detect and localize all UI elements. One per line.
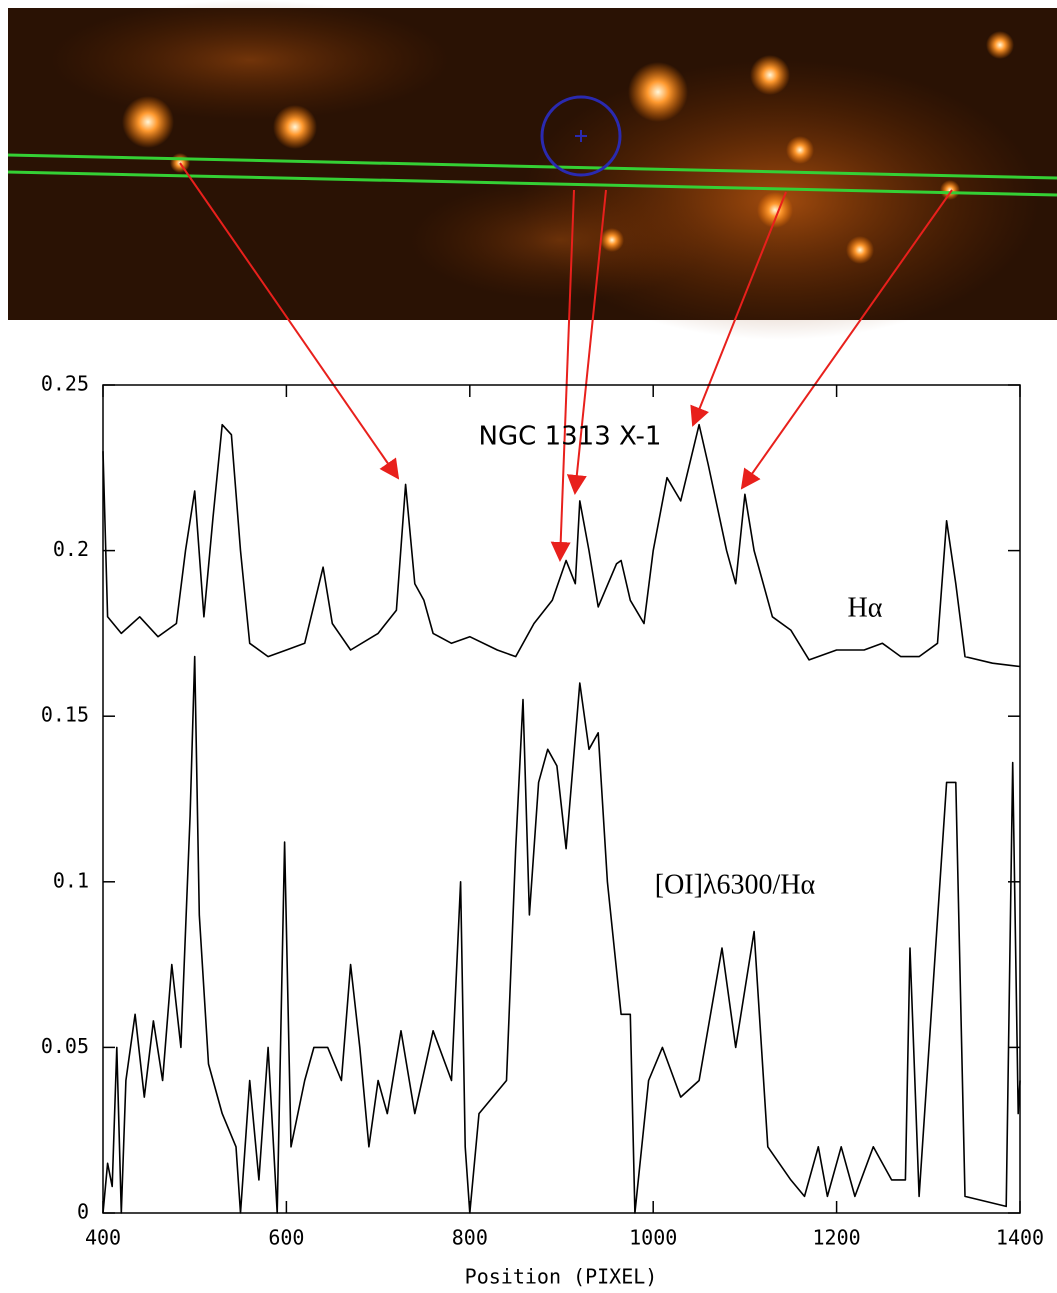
- sky-image: [7, 0, 1057, 340]
- chart-title: NGC 1313 X-1: [479, 422, 662, 452]
- series-label: [OI]λ6300/Hα: [655, 869, 816, 900]
- arrows: [179, 162, 953, 562]
- y-tick-label: 0.2: [53, 537, 89, 561]
- x-tick-label: 600: [268, 1226, 304, 1250]
- x-axis-label: Position (PIXEL): [465, 1265, 658, 1289]
- series-label: Hα: [848, 592, 883, 623]
- y-tick-label: 0.05: [41, 1034, 89, 1058]
- y-tick-label: 0: [77, 1200, 89, 1224]
- x-tick-label: 1200: [813, 1226, 861, 1250]
- x-tick-label: 1400: [996, 1226, 1044, 1250]
- y-tick-label: 0.25: [41, 372, 89, 396]
- x-tick-label: 1000: [629, 1226, 677, 1250]
- plot-frame: [102, 384, 1021, 1214]
- y-tick-label: 0.1: [53, 868, 89, 892]
- y-tick-label: 0.15: [41, 703, 89, 727]
- series-line: [102, 423, 1021, 668]
- x-tick-label: 400: [85, 1226, 121, 1250]
- series-line: [102, 655, 1021, 1214]
- x-tick-label: 800: [452, 1226, 488, 1250]
